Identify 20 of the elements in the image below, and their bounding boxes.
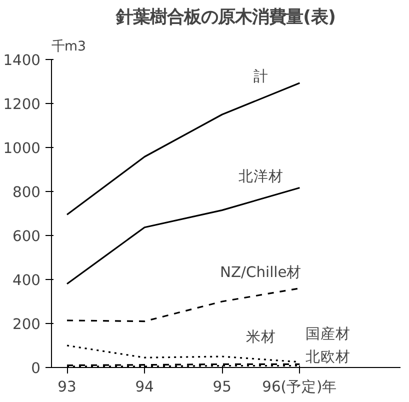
x-tick-label: 95 [212, 378, 232, 396]
x-tick-label: 94 [135, 378, 154, 396]
series-label: 計 [253, 68, 268, 85]
y-axis-title: 千m3 [52, 40, 86, 54]
y-tick-label: 1000 [3, 140, 41, 157]
x-tick-label: 93 [58, 378, 76, 396]
series-label: 国産材 [306, 326, 351, 343]
chart-title: 針葉樹合板の原木消費量(表) [115, 8, 336, 28]
y-tick-label: 200 [12, 316, 41, 333]
series-label: 北洋材 [238, 168, 284, 185]
x-tick-label: 96(予定)年 [262, 378, 338, 396]
y-tick-label: 800 [12, 184, 41, 201]
y-tick-label: 400 [12, 272, 41, 289]
y-tick-label: 1400 [3, 52, 41, 69]
series-label: 米材 [246, 328, 276, 346]
y-tick-label: 1200 [3, 96, 41, 113]
series-label: NZ/Chille材 [220, 264, 302, 281]
y-tick-label: 0 [31, 360, 41, 377]
series-label: 北欧材 [306, 348, 351, 366]
y-tick-label: 600 [12, 228, 41, 245]
